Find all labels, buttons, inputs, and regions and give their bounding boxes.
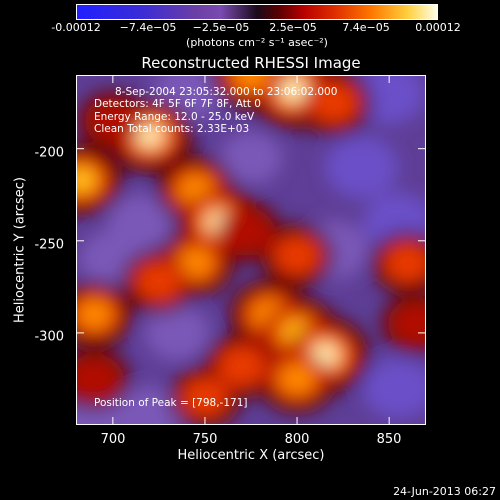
negative-blob bbox=[325, 136, 399, 199]
positive-blob bbox=[76, 170, 94, 190]
colorbar-tick: −2.5e−05 bbox=[192, 21, 250, 34]
chart-title: Reconstructed RHESSI Image bbox=[141, 54, 361, 72]
y-tick-label: -300 bbox=[34, 329, 64, 345]
negative-blob bbox=[353, 75, 425, 124]
annotation-energy: Energy Range: 12.0 - 25.0 keV bbox=[94, 111, 255, 123]
annotation-peak: Position of Peak = [798,-171] bbox=[94, 397, 248, 409]
positive-blob bbox=[84, 370, 105, 388]
x-tick-label: 850 bbox=[376, 432, 402, 447]
positive-blob bbox=[286, 246, 308, 265]
positive-blob bbox=[323, 93, 345, 112]
positive-blob bbox=[230, 356, 253, 376]
positive-blob bbox=[397, 254, 418, 272]
positive-blob bbox=[194, 388, 216, 407]
negative-blob bbox=[220, 131, 282, 185]
positive-blob bbox=[148, 272, 170, 291]
positive-blob bbox=[83, 305, 106, 324]
positive-blob bbox=[235, 223, 256, 241]
plot-frame bbox=[76, 75, 426, 425]
x-tick-label: 700 bbox=[100, 432, 126, 447]
colorbar bbox=[76, 4, 438, 20]
positive-blob bbox=[184, 253, 207, 273]
positive-blob bbox=[184, 179, 207, 199]
colorbar-tick: 2.5e−05 bbox=[269, 21, 317, 34]
x-tick-label: 750 bbox=[192, 432, 218, 447]
positive-blob bbox=[406, 315, 426, 333]
annotation-time: 8-Sep-2004 23:05:32.000 to 23:06:02.000 bbox=[115, 86, 338, 98]
annotation-clean: Clean Total counts: 2.33E+03 bbox=[94, 123, 250, 135]
colorbar-tick: -0.00012 bbox=[51, 21, 101, 34]
colorbar-tick: 7.4e−05 bbox=[342, 21, 390, 34]
colorbar-units: (photons cm⁻² s⁻¹ asec⁻²) bbox=[186, 36, 328, 49]
negative-blob bbox=[362, 357, 426, 419]
annotation-detectors: Detectors: 4F 5F 6F 7F 8F, Att 0 bbox=[94, 98, 261, 110]
y-axis-label: Heliocentric Y (arcsec) bbox=[12, 177, 28, 323]
positive-blob bbox=[102, 112, 123, 130]
positive-blob bbox=[280, 78, 307, 101]
colorbar-tick: 0.00012 bbox=[415, 21, 461, 34]
y-tick-label: -250 bbox=[34, 237, 64, 253]
positive-blob bbox=[239, 75, 263, 85]
intensity-layer bbox=[76, 75, 426, 425]
heatmap-plot bbox=[76, 75, 426, 425]
timestamp: 24-Jun-2013 06:27 bbox=[393, 485, 496, 498]
axis-ticks bbox=[76, 75, 426, 425]
y-tick-label: -200 bbox=[34, 145, 64, 161]
x-axis-label: Heliocentric X (arcsec) bbox=[177, 448, 325, 463]
positive-blob bbox=[285, 369, 309, 389]
negative-blob bbox=[115, 386, 185, 425]
negative-blob bbox=[145, 305, 210, 361]
positive-blob bbox=[137, 125, 163, 147]
colorbar-tick: −7.4e−05 bbox=[119, 21, 177, 34]
x-tick-label: 800 bbox=[284, 432, 310, 447]
